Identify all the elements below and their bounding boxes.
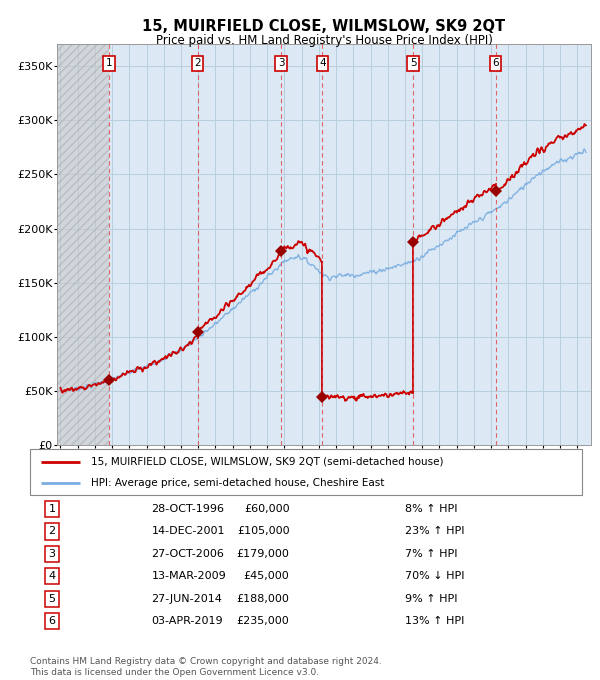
Text: Price paid vs. HM Land Registry's House Price Index (HPI): Price paid vs. HM Land Registry's House … <box>155 34 493 47</box>
Text: £188,000: £188,000 <box>236 594 289 604</box>
Text: HPI: Average price, semi-detached house, Cheshire East: HPI: Average price, semi-detached house,… <box>91 479 384 488</box>
Text: 5: 5 <box>49 594 56 604</box>
Text: 9% ↑ HPI: 9% ↑ HPI <box>406 594 458 604</box>
Text: 4: 4 <box>49 571 56 581</box>
Text: 27-OCT-2006: 27-OCT-2006 <box>151 549 224 559</box>
Text: 03-APR-2019: 03-APR-2019 <box>151 616 223 626</box>
Text: 4: 4 <box>319 58 326 68</box>
Text: 27-JUN-2014: 27-JUN-2014 <box>151 594 223 604</box>
Text: 6: 6 <box>49 616 56 626</box>
Text: 15, MUIRFIELD CLOSE, WILMSLOW, SK9 2QT (semi-detached house): 15, MUIRFIELD CLOSE, WILMSLOW, SK9 2QT (… <box>91 457 443 466</box>
Text: 14-DEC-2001: 14-DEC-2001 <box>151 526 225 537</box>
Text: £45,000: £45,000 <box>244 571 289 581</box>
Text: 7% ↑ HPI: 7% ↑ HPI <box>406 549 458 559</box>
Text: 5: 5 <box>410 58 417 68</box>
Text: £235,000: £235,000 <box>236 616 289 626</box>
Text: 70% ↓ HPI: 70% ↓ HPI <box>406 571 465 581</box>
Text: 2: 2 <box>49 526 56 537</box>
Text: 15, MUIRFIELD CLOSE, WILMSLOW, SK9 2QT: 15, MUIRFIELD CLOSE, WILMSLOW, SK9 2QT <box>142 19 506 34</box>
Text: 8% ↑ HPI: 8% ↑ HPI <box>406 504 458 514</box>
Bar <box>57 44 109 445</box>
FancyBboxPatch shape <box>30 449 582 495</box>
Text: 1: 1 <box>106 58 113 68</box>
Text: £105,000: £105,000 <box>237 526 289 537</box>
Text: 13-MAR-2009: 13-MAR-2009 <box>151 571 226 581</box>
Text: 2: 2 <box>194 58 201 68</box>
Text: 28-OCT-1996: 28-OCT-1996 <box>151 504 224 514</box>
Text: 3: 3 <box>278 58 284 68</box>
Text: £60,000: £60,000 <box>244 504 289 514</box>
Text: 6: 6 <box>492 58 499 68</box>
Text: 13% ↑ HPI: 13% ↑ HPI <box>406 616 465 626</box>
Text: 3: 3 <box>49 549 56 559</box>
Text: 23% ↑ HPI: 23% ↑ HPI <box>406 526 465 537</box>
Text: Contains HM Land Registry data © Crown copyright and database right 2024.
This d: Contains HM Land Registry data © Crown c… <box>30 657 382 677</box>
Text: 1: 1 <box>49 504 56 514</box>
Text: £179,000: £179,000 <box>236 549 289 559</box>
